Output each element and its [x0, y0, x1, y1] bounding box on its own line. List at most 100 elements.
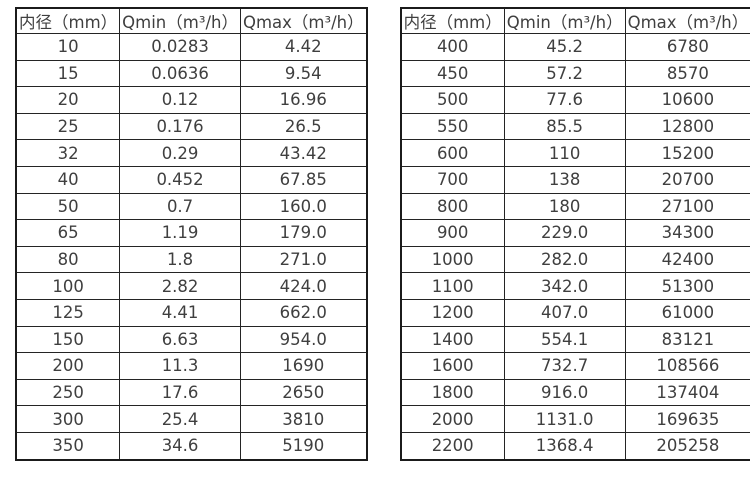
- table-cell: 0.12: [119, 86, 241, 114]
- table-cell: 282.0: [503, 245, 626, 274]
- column-header-inner-diameter: 内径（mm）: [15, 7, 121, 34]
- table-row: 20 0.12 16.96: [15, 86, 368, 114]
- table-row: 150 6.63 954.0: [15, 325, 368, 354]
- table-cell: 80: [15, 245, 121, 274]
- table-row: 1100 342.0 51300: [400, 272, 750, 300]
- table-row: 900 229.0 34300: [400, 219, 750, 247]
- header-row: 内径（mm） Qmin（m³/h） Qmax（m³/h）: [15, 7, 368, 34]
- table-cell: 57.2: [503, 59, 626, 88]
- table-cell: 554.1: [503, 325, 626, 354]
- flow-table-small-diameters: 内径（mm） Qmin（m³/h） Qmax（m³/h） 10 0.0283 4.4…: [15, 7, 368, 461]
- table-row: 600 110 15200: [400, 139, 750, 167]
- table-cell: 342.0: [503, 272, 626, 300]
- table-cell: 1.19: [119, 219, 241, 247]
- table-body: 400 45.2 6780 450 57.2 8570 500 77.6 10600 550 85.…: [400, 33, 750, 461]
- table-cell: 10600: [624, 86, 750, 114]
- table-row: 80 1.8 271.0: [15, 245, 368, 274]
- table-row: 500 77.6 10600: [400, 86, 750, 114]
- table-cell: 1690: [239, 352, 368, 380]
- table-row: 2200 1368.4 205258: [400, 431, 750, 461]
- table-row: 1000 282.0 42400: [400, 245, 750, 274]
- table-cell: 108566: [624, 352, 750, 380]
- table-row: 1600 732.7 108566: [400, 352, 750, 380]
- table-cell: 5190: [239, 431, 368, 461]
- table-cell: 2200: [400, 431, 505, 461]
- table-cell: 77.6: [503, 86, 626, 114]
- table-row: 10 0.0283 4.42: [15, 33, 368, 61]
- table-row: 2000 1131.0 169635: [400, 405, 750, 433]
- table-row: 200 11.3 1690: [15, 352, 368, 380]
- table-row: 25 0.176 26.5: [15, 112, 368, 141]
- table-cell: 50: [15, 192, 121, 221]
- table-body: 10 0.0283 4.42 15 0.0636 9.54 20 0.12 16.96 25 0.1…: [15, 33, 368, 461]
- table-row: 65 1.19 179.0: [15, 219, 368, 247]
- table-row: 550 85.5 12800: [400, 112, 750, 141]
- table-cell: 205258: [624, 431, 750, 461]
- table-cell: 450: [400, 59, 505, 88]
- table-cell: 229.0: [503, 219, 626, 247]
- table-header: 内径（mm） Qmin（m³/h） Qmax（m³/h）: [400, 7, 750, 34]
- table-cell: 100: [15, 272, 121, 300]
- table-cell: 20: [15, 86, 121, 114]
- table-cell: 10: [15, 33, 121, 61]
- table-cell: 2.82: [119, 272, 241, 300]
- table-cell: 34300: [624, 219, 750, 247]
- table-cell: 0.0283: [119, 33, 241, 61]
- table-row: 40 0.452 67.85: [15, 165, 368, 194]
- table-cell: 0.0636: [119, 59, 241, 88]
- table-cell: 954.0: [239, 325, 368, 354]
- table-cell: 550: [400, 112, 505, 141]
- table-cell: 500: [400, 86, 505, 114]
- table-row: 1200 407.0 61000: [400, 298, 750, 327]
- table-cell: 6780: [624, 33, 750, 61]
- table-cell: 25: [15, 112, 121, 141]
- table-cell: 1800: [400, 378, 505, 407]
- table-cell: 1200: [400, 298, 505, 327]
- table-cell: 2000: [400, 405, 505, 433]
- table-cell: 16.96: [239, 86, 368, 114]
- table-header: 内径（mm） Qmin（m³/h） Qmax（m³/h）: [15, 7, 368, 34]
- column-header-qmin: Qmin（m³/h）: [503, 7, 626, 34]
- table-row: 400 45.2 6780: [400, 33, 750, 61]
- table-cell: 662.0: [239, 298, 368, 327]
- flow-table-large-diameters: 内径（mm） Qmin（m³/h） Qmax（m³/h） 400 45.2 6780…: [399, 7, 750, 461]
- table-cell: 61000: [624, 298, 750, 327]
- table-cell: 42400: [624, 245, 750, 274]
- table-cell: 3810: [239, 405, 368, 433]
- table-cell: 0.176: [119, 112, 241, 141]
- table-cell: 40: [15, 165, 121, 194]
- table-cell: 350: [15, 431, 121, 461]
- table-cell: 125: [15, 298, 121, 327]
- table-cell: 179.0: [239, 219, 368, 247]
- table-cell: 424.0: [239, 272, 368, 300]
- table-cell: 8570: [624, 59, 750, 88]
- table-row: 1800 916.0 137404: [400, 378, 750, 407]
- header-row: 内径（mm） Qmin（m³/h） Qmax（m³/h）: [400, 7, 750, 34]
- table-row: 15 0.0636 9.54: [15, 59, 368, 88]
- table-cell: 26.5: [239, 112, 368, 141]
- table-row: 1400 554.1 83121: [400, 325, 750, 354]
- table-cell: 800: [400, 192, 505, 221]
- table-cell: 180: [503, 192, 626, 221]
- table-cell: 65: [15, 219, 121, 247]
- table-cell: 137404: [624, 378, 750, 407]
- table-cell: 110: [503, 139, 626, 167]
- table-cell: 1400: [400, 325, 505, 354]
- table-cell: 15200: [624, 139, 750, 167]
- table-cell: 6.63: [119, 325, 241, 354]
- table-cell: 916.0: [503, 378, 626, 407]
- table-cell: 85.5: [503, 112, 626, 141]
- table-cell: 0.29: [119, 139, 241, 167]
- table-cell: 138: [503, 165, 626, 194]
- table-cell: 150: [15, 325, 121, 354]
- table-cell: 600: [400, 139, 505, 167]
- column-header-qmin: Qmin（m³/h）: [119, 7, 241, 34]
- table-cell: 160.0: [239, 192, 368, 221]
- table-cell: 1131.0: [503, 405, 626, 433]
- table-cell: 400: [400, 33, 505, 61]
- table-row: 125 4.41 662.0: [15, 298, 368, 327]
- table-cell: 250: [15, 378, 121, 407]
- table-cell: 45.2: [503, 33, 626, 61]
- table-cell: 25.4: [119, 405, 241, 433]
